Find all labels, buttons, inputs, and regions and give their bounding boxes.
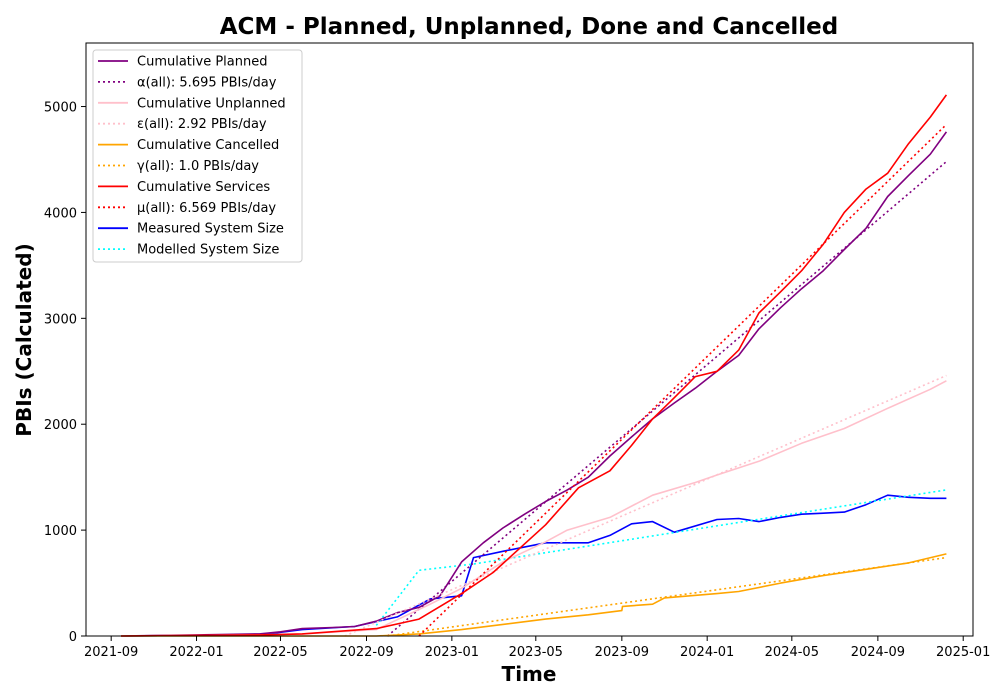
- legend-label: ε(all): 2.92 PBIs/day: [137, 117, 267, 132]
- plot-area: [120, 94, 948, 637]
- legend: Cumulative Planned α(all): 5.695 PBIs/day…: [92, 49, 303, 263]
- series-line-measured-system-size: [120, 494, 947, 637]
- x-axis-label: Time: [502, 662, 557, 686]
- series-line-modelled-system-size: [375, 489, 947, 626]
- legend-label: Cumulative Services: [137, 180, 270, 195]
- legend-label: γ(all): 1.0 PBIs/day: [137, 159, 259, 174]
- legend-box: [92, 49, 303, 263]
- chart-title: ACM - Planned, Unplanned, Done and Cance…: [220, 14, 839, 40]
- y-tick-label: 2000: [44, 418, 77, 433]
- y-tick-label: 5000: [44, 101, 77, 116]
- x-tick-label: 2022-01: [169, 645, 223, 660]
- legend-label: Cumulative Unplanned: [137, 96, 286, 111]
- series-line-all-2-92-pbis-day: [344, 374, 947, 637]
- legend-label: μ(all): 6.569 PBIs/day: [137, 201, 276, 216]
- x-tick-label: 2022-09: [339, 645, 393, 660]
- legend-label: Cumulative Cancelled: [137, 138, 279, 153]
- x-tick-label: 2023-01: [425, 645, 479, 660]
- x-tick-label: 2022-05: [253, 645, 307, 660]
- x-tick-label: 2025-01: [936, 645, 990, 660]
- series-line-cumulative-cancelled: [121, 553, 947, 637]
- y-tick-label: 3000: [44, 312, 77, 327]
- x-tick-label: 2023-09: [595, 645, 649, 660]
- x-axis: 2021-09 2022-01 2022-05 2022-09 2023-01 2023-…: [84, 636, 990, 660]
- legend-label: α(all): 5.695 PBIs/day: [137, 75, 277, 90]
- series-line-cumulative-services: [120, 94, 948, 637]
- series-line-all-1-0-pbis-day: [387, 556, 947, 637]
- x-tick-label: 2021-09: [84, 645, 138, 660]
- series-line-cumulative-unplanned: [120, 380, 947, 637]
- series-line-cumulative-planned: [120, 131, 948, 637]
- y-axis-label: PBIs (Calculated): [12, 243, 36, 436]
- series-line-all-6-569-pbis-day: [418, 123, 947, 637]
- y-tick-label: 0: [69, 630, 77, 645]
- legend-label: Measured System Size: [137, 222, 284, 237]
- y-tick-label: 1000: [44, 524, 77, 539]
- x-tick-label: 2024-05: [765, 645, 819, 660]
- legend-label: Modelled System Size: [137, 243, 279, 258]
- series-line-all-5-695-pbis-day: [386, 160, 947, 637]
- y-axis: 0 1000 2000 3000 4000 5000: [44, 101, 86, 645]
- legend-label: Cumulative Planned: [137, 55, 267, 70]
- x-tick-label: 2024-01: [680, 645, 734, 660]
- x-tick-label: 2024-09: [851, 645, 905, 660]
- y-tick-label: 4000: [44, 206, 77, 221]
- x-tick-label: 2023-05: [509, 645, 563, 660]
- plot-frame: [85, 42, 974, 637]
